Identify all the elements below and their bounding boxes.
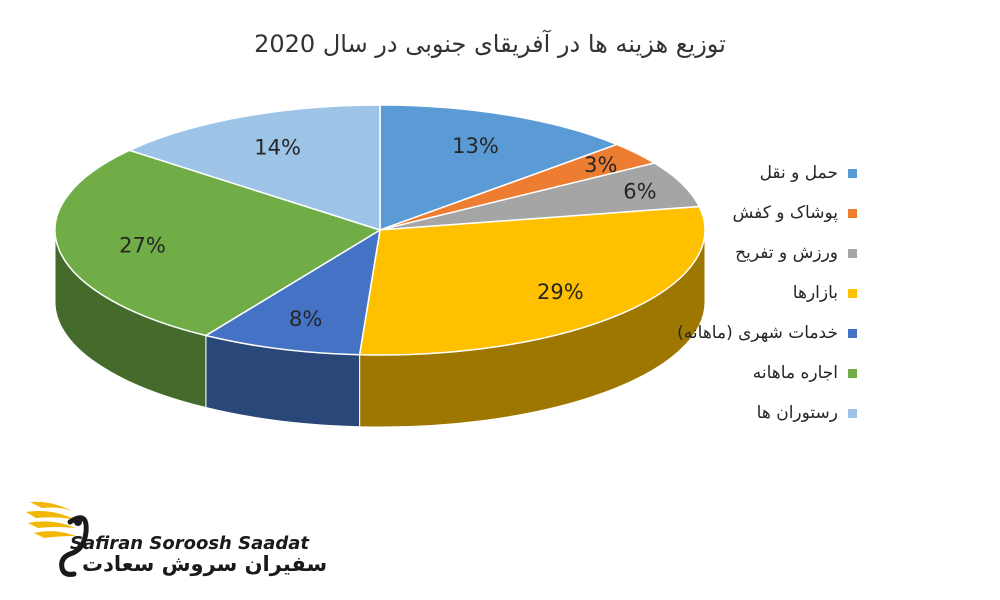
legend-swatch-6 [848, 409, 857, 418]
chart-title: توزیع هزینه ها در آفریقای جنوبی در سال 2… [254, 29, 726, 58]
pie-label-5: 27% [119, 233, 166, 257]
pie-label-3: 29% [537, 280, 584, 304]
legend-swatch-3 [848, 289, 857, 298]
legend-label-4: خدمات شهری (ماهانه) [677, 323, 838, 343]
pie-slice-4 [203, 228, 382, 356]
pie-label-6: 14% [254, 135, 301, 159]
pie-slice-0 [379, 104, 620, 232]
legend-swatch-0 [848, 169, 857, 178]
legend-label-0: حمل و نقل [760, 163, 838, 183]
legend-label-2: ورزش و تفریح [735, 243, 838, 263]
legend: حمل و نقل پوشاک و کفش ورزش و تفریح بازارها خ… [677, 163, 857, 423]
pie-slice-2 [379, 162, 701, 231]
legend-label-5: اجاره ماهانه [753, 363, 838, 383]
legend-label-3: بازارها [793, 283, 838, 303]
legend-swatch-4 [848, 329, 857, 338]
legend-label-6: رستوران ها [757, 403, 838, 423]
legend-label-1: پوشاک و کفش [732, 203, 838, 223]
legend-swatch-2 [848, 249, 857, 258]
logo-english-text: Safiran Soroosh Saadat [70, 533, 310, 554]
pie-label-0: 13% [452, 134, 499, 158]
pie-tops [54, 104, 706, 356]
pie-slice-6 [127, 104, 381, 232]
legend-swatch-1 [848, 209, 857, 218]
pie-label-1: 3% [584, 153, 617, 177]
pie-label-4: 8% [289, 307, 322, 331]
pie-slice-3 [358, 205, 706, 356]
pie-sides [54, 229, 706, 428]
logo-persian-text: سفیران سروش سعادت [82, 552, 328, 576]
pie-labels: 13% 3%6% 29% 8% 27% 14% [119, 134, 656, 331]
pie-slice-5 [54, 149, 382, 337]
legend-swatch-5 [848, 369, 857, 378]
safiran-logo-icon [26, 501, 89, 577]
pie-label-2: 6% [623, 179, 656, 203]
